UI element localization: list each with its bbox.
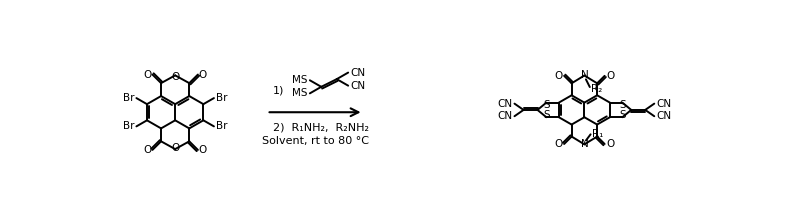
Text: O: O (606, 71, 614, 81)
Text: CN: CN (497, 111, 512, 121)
Text: O: O (606, 139, 614, 149)
Text: O: O (198, 145, 207, 155)
Text: O: O (171, 142, 179, 153)
Text: O: O (143, 70, 152, 80)
Text: CN: CN (657, 111, 672, 121)
Text: CN: CN (350, 81, 366, 91)
Text: N: N (581, 139, 588, 149)
Text: MS: MS (292, 88, 307, 98)
Text: Br: Br (122, 121, 134, 131)
Text: Br: Br (122, 93, 134, 103)
Text: N: N (581, 70, 588, 81)
Text: CN: CN (350, 68, 366, 78)
Text: S: S (619, 100, 626, 110)
Text: O: O (198, 70, 207, 80)
Text: S: S (543, 100, 550, 110)
Text: MS: MS (292, 75, 307, 85)
Text: Br: Br (216, 121, 228, 131)
Text: R₂: R₂ (590, 84, 602, 94)
Text: O: O (554, 71, 562, 81)
Text: S: S (543, 110, 550, 120)
Text: 2)  R₁NH₂,  R₂NH₂: 2) R₁NH₂, R₂NH₂ (273, 123, 369, 133)
Text: O: O (143, 145, 152, 155)
Text: CN: CN (657, 99, 672, 109)
Text: O: O (171, 72, 179, 82)
Text: O: O (554, 139, 562, 149)
Text: Br: Br (216, 93, 228, 103)
Text: S: S (619, 110, 626, 120)
Text: Solvent, rt to 80 °C: Solvent, rt to 80 °C (262, 136, 369, 147)
Text: R₁: R₁ (592, 129, 603, 138)
Text: 1): 1) (273, 86, 284, 96)
Text: CN: CN (497, 99, 512, 109)
